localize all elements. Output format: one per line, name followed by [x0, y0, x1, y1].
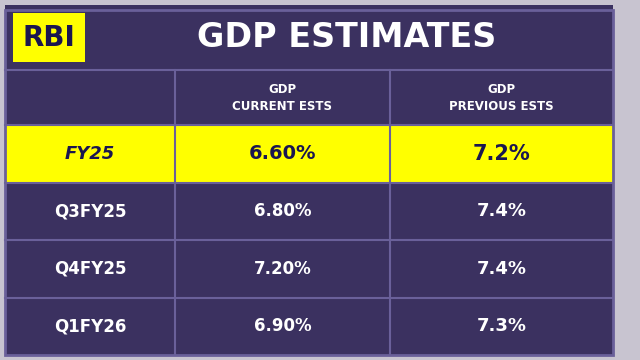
- Text: Q3FY25: Q3FY25: [54, 202, 126, 220]
- FancyBboxPatch shape: [5, 240, 613, 297]
- Text: FY25: FY25: [65, 145, 115, 163]
- Text: RBI: RBI: [22, 23, 76, 51]
- Text: 6.90%: 6.90%: [253, 317, 311, 335]
- FancyBboxPatch shape: [5, 183, 613, 240]
- Text: GDP ESTIMATES: GDP ESTIMATES: [197, 21, 496, 54]
- Text: GDP
CURRENT ESTS: GDP CURRENT ESTS: [232, 82, 333, 113]
- FancyBboxPatch shape: [5, 125, 613, 183]
- Text: 7.4%: 7.4%: [477, 202, 527, 220]
- FancyBboxPatch shape: [5, 297, 613, 355]
- Text: 6.80%: 6.80%: [253, 202, 311, 220]
- Text: 7.4%: 7.4%: [477, 260, 527, 278]
- Text: 7.20%: 7.20%: [253, 260, 312, 278]
- Text: 7.3%: 7.3%: [477, 317, 527, 335]
- Text: Q4FY25: Q4FY25: [54, 260, 126, 278]
- Text: 6.60%: 6.60%: [249, 144, 316, 163]
- FancyBboxPatch shape: [5, 5, 613, 70]
- FancyBboxPatch shape: [13, 13, 85, 62]
- FancyBboxPatch shape: [5, 5, 613, 355]
- FancyBboxPatch shape: [5, 70, 613, 125]
- Text: 7.2%: 7.2%: [472, 144, 531, 164]
- Text: GDP
PREVIOUS ESTS: GDP PREVIOUS ESTS: [449, 82, 554, 113]
- Text: Q1FY26: Q1FY26: [54, 317, 126, 335]
